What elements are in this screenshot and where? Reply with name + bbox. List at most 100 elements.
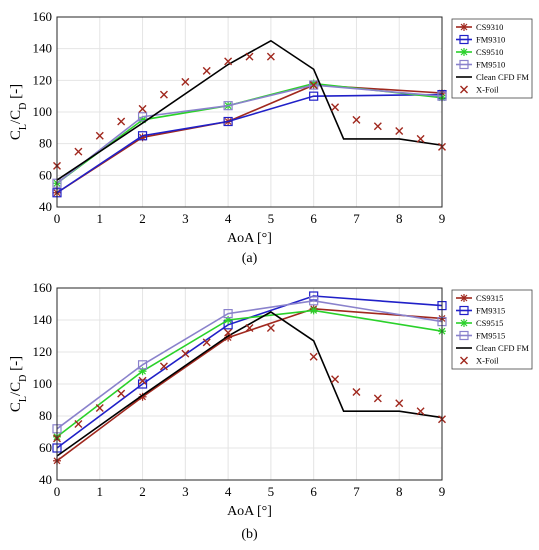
x-tick-label: 9: [439, 211, 446, 226]
x-tick-label: 8: [396, 211, 403, 226]
data-point: [74, 147, 83, 156]
data-point: [331, 103, 340, 112]
x-tick-label: 8: [396, 484, 403, 499]
series-fm9310: [52, 89, 447, 198]
chart-panel-2: 0 1 2 3 4 5 6 7 8 9 40 60 80 100 120 140 160 AoA [°] CL/CD…: [8, 280, 533, 542]
legend-item: CS9510: [456, 47, 503, 57]
y-tick-label: 160: [33, 9, 53, 24]
data-point: [202, 338, 211, 347]
legend-label: Clean CFD FM: [476, 72, 529, 82]
legend-label: CS9510: [476, 47, 503, 57]
y-tick-label: 60: [39, 440, 52, 455]
data-point: [138, 376, 147, 385]
legend-marker: [459, 59, 469, 70]
y-tick-label: 40: [39, 199, 52, 214]
data-point: [395, 127, 404, 135]
series-line: [56, 295, 443, 449]
panel-caption-text: (b): [241, 527, 258, 542]
data-point: [181, 349, 190, 358]
legend: CS9310 FM9310 CS9510 FM9510 Clean CFD FM X-Fo…: [451, 18, 533, 99]
data-point: [309, 306, 318, 315]
data-point: [245, 52, 254, 61]
panel-caption: (a): [242, 251, 258, 266]
data-point: [245, 324, 254, 332]
y-axis-label-subscript: D: [18, 375, 29, 382]
data-point: [138, 392, 147, 401]
legend-item: X-Foil: [460, 85, 499, 95]
data-point: [117, 117, 126, 126]
y-axis-label-part: [-]: [8, 356, 24, 375]
legend-marker: [459, 330, 469, 341]
panel-caption-text: (a): [242, 251, 258, 266]
legend-item: CS9310: [456, 22, 503, 32]
x-tick-label: 4: [225, 484, 232, 499]
data-point: [352, 115, 361, 124]
data-point: [309, 296, 319, 306]
data-point: [309, 81, 318, 90]
axes-frame: [56, 287, 443, 481]
panel-caption: (b): [241, 527, 258, 542]
data-point: [416, 134, 425, 143]
legend-marker: [460, 319, 468, 327]
data-point: [223, 309, 233, 319]
x-axis-label: AoA [°]: [227, 231, 272, 246]
series-line: [56, 93, 443, 194]
legend-marker: [460, 85, 468, 94]
legend-item: Clean CFD FM: [456, 72, 529, 82]
data-point: [137, 131, 148, 141]
series-line: [56, 311, 443, 457]
x-tick-label: 0: [54, 484, 61, 499]
data-point: [202, 66, 211, 75]
x-tick-label: 2: [139, 484, 146, 499]
legend: CS9315 FM9315 CS9515 FM9515 Clean CFD FM X-Fo…: [451, 289, 533, 370]
legend-item: FM9510: [456, 60, 505, 70]
y-axis-label-part: [-]: [8, 84, 24, 103]
x-tick-label: 3: [182, 211, 189, 226]
y-axis-label-part: C: [8, 402, 24, 412]
y-axis-label-subscript: L: [18, 396, 29, 402]
data-point: [181, 77, 190, 86]
y-tick-label: 100: [33, 104, 53, 119]
x-tick-label: 5: [268, 211, 275, 226]
x-tick-label: 5: [268, 484, 275, 499]
series-line: [56, 39, 443, 181]
x-tick-label: 0: [54, 211, 61, 226]
data-point: [373, 394, 382, 403]
legend-label: FM9310: [476, 35, 505, 45]
x-tick-label: 1: [97, 484, 104, 499]
y-axis-label: CL/CD [-]: [8, 356, 29, 412]
data-point: [137, 112, 148, 122]
data-point: [137, 360, 148, 370]
x-tick-label: 7: [353, 211, 360, 226]
legend-marker: [460, 294, 468, 302]
legend-marker: [460, 23, 468, 31]
data-point: [95, 131, 104, 140]
x-tick-label: 6: [310, 211, 317, 226]
x-tick-label: 2: [139, 211, 146, 226]
legend-item: FM9515: [456, 331, 505, 341]
y-tick-label: 60: [39, 167, 52, 182]
x-tick-label: 1: [97, 211, 104, 226]
data-point: [309, 80, 319, 90]
legend-item: CS9515: [456, 318, 503, 328]
axes-frame: [56, 16, 443, 208]
y-tick-label: 80: [39, 136, 52, 151]
data-point: [223, 101, 233, 111]
series-clean-cfd-fm: [56, 311, 443, 457]
legend-label: CS9310: [476, 22, 503, 32]
data-point: [159, 90, 168, 99]
legend-label: X-Foil: [476, 85, 499, 95]
legend-box: [451, 18, 533, 99]
y-axis-label-subscript: D: [18, 103, 29, 110]
y-axis-label-part: /C: [8, 110, 24, 124]
x-tick-label: 9: [439, 484, 446, 499]
legend-box: [451, 289, 533, 370]
series-x-foil: [53, 52, 446, 170]
data-point: [266, 52, 275, 61]
data-point: [95, 404, 104, 412]
x-tick-label: 6: [310, 484, 317, 499]
legend-label: CS9515: [476, 318, 503, 328]
y-tick-label: 120: [33, 344, 53, 359]
legend-marker: [460, 48, 468, 56]
